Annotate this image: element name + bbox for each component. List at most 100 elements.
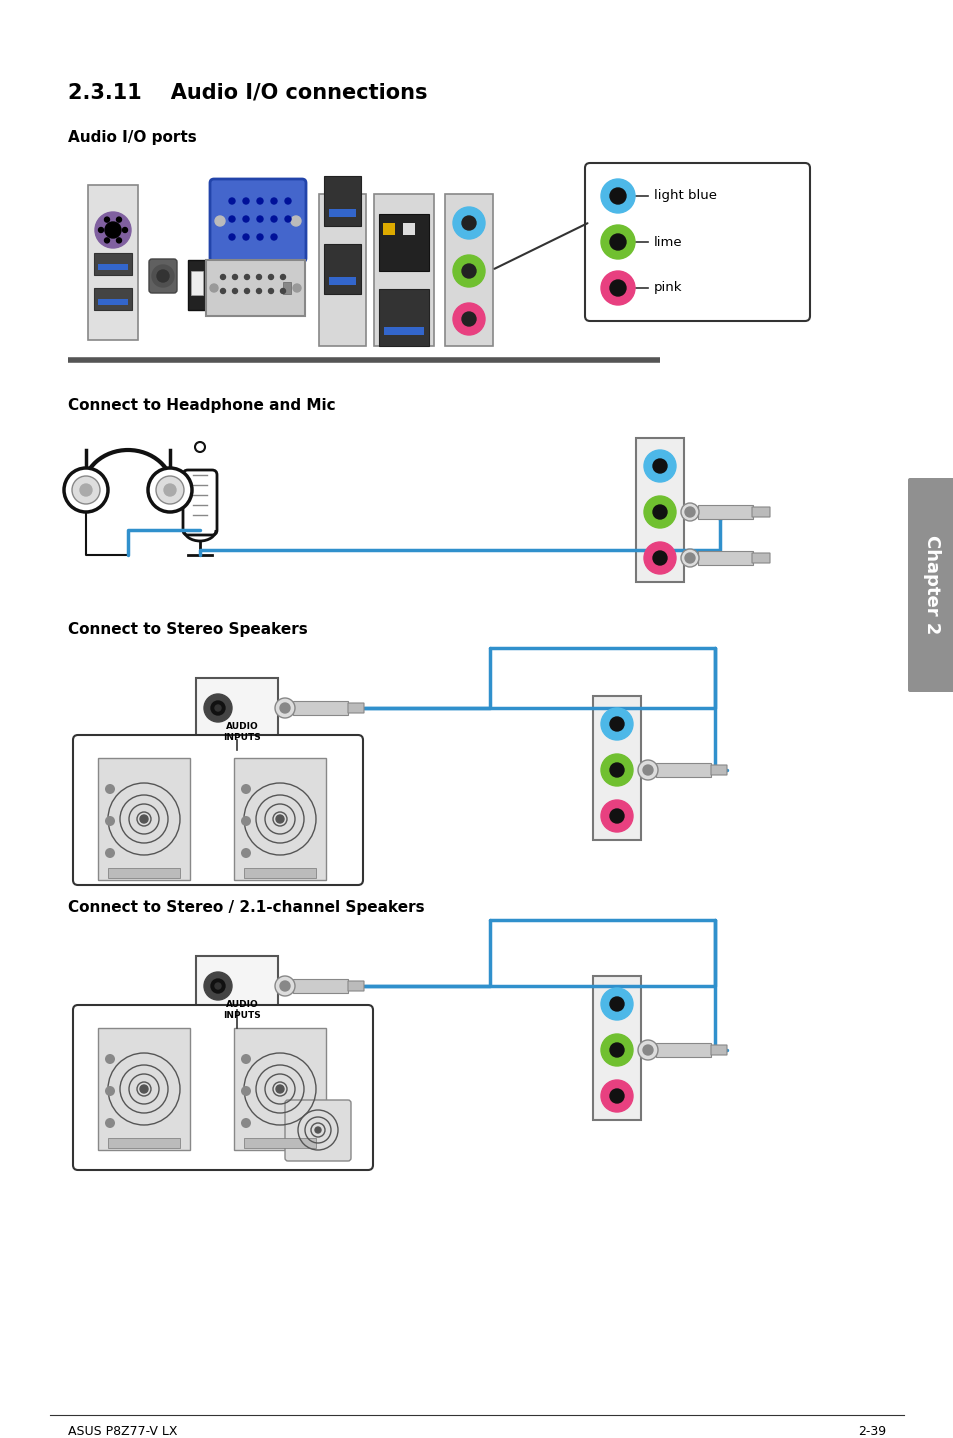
FancyBboxPatch shape: [348, 703, 364, 713]
FancyBboxPatch shape: [188, 260, 206, 311]
Circle shape: [105, 1117, 115, 1127]
FancyBboxPatch shape: [73, 735, 363, 884]
Circle shape: [229, 216, 234, 221]
FancyBboxPatch shape: [656, 1043, 710, 1057]
Circle shape: [229, 198, 234, 204]
Circle shape: [256, 234, 263, 240]
FancyBboxPatch shape: [191, 270, 203, 295]
FancyBboxPatch shape: [324, 244, 360, 293]
Circle shape: [243, 216, 249, 221]
Circle shape: [461, 312, 476, 326]
Text: Connect to Stereo Speakers: Connect to Stereo Speakers: [68, 623, 308, 637]
Text: AUDIO
INPUTS: AUDIO INPUTS: [223, 1001, 260, 1020]
FancyBboxPatch shape: [293, 700, 348, 715]
FancyBboxPatch shape: [94, 253, 132, 275]
Circle shape: [98, 227, 103, 233]
Text: Chapter 2: Chapter 2: [923, 535, 940, 634]
Circle shape: [105, 1054, 115, 1064]
Circle shape: [652, 505, 666, 519]
Circle shape: [157, 270, 169, 282]
Circle shape: [211, 979, 225, 994]
Circle shape: [600, 1034, 633, 1066]
Circle shape: [600, 178, 635, 213]
FancyBboxPatch shape: [244, 1137, 315, 1148]
Circle shape: [643, 450, 676, 482]
FancyBboxPatch shape: [636, 439, 683, 582]
Circle shape: [233, 289, 237, 293]
Circle shape: [453, 207, 484, 239]
Circle shape: [461, 216, 476, 230]
FancyBboxPatch shape: [94, 288, 132, 311]
Circle shape: [609, 718, 623, 731]
Circle shape: [609, 1043, 623, 1057]
Circle shape: [609, 764, 623, 777]
Circle shape: [71, 476, 100, 503]
Circle shape: [116, 237, 121, 243]
FancyBboxPatch shape: [384, 326, 423, 335]
Circle shape: [220, 275, 225, 279]
Circle shape: [642, 765, 652, 775]
FancyBboxPatch shape: [593, 976, 640, 1120]
Circle shape: [600, 270, 635, 305]
FancyBboxPatch shape: [329, 209, 355, 217]
FancyBboxPatch shape: [324, 175, 360, 226]
FancyBboxPatch shape: [88, 186, 138, 339]
Text: light blue: light blue: [654, 190, 717, 203]
FancyBboxPatch shape: [751, 508, 769, 518]
Circle shape: [194, 441, 205, 452]
Circle shape: [271, 216, 276, 221]
Circle shape: [244, 289, 250, 293]
Circle shape: [638, 761, 658, 779]
Circle shape: [684, 554, 695, 564]
Circle shape: [609, 810, 623, 823]
Text: 2-39: 2-39: [857, 1425, 885, 1438]
Circle shape: [241, 1117, 251, 1127]
FancyBboxPatch shape: [195, 677, 277, 752]
FancyBboxPatch shape: [378, 289, 429, 347]
Circle shape: [256, 275, 261, 279]
Circle shape: [275, 815, 284, 823]
Circle shape: [461, 265, 476, 278]
FancyBboxPatch shape: [233, 758, 326, 880]
Circle shape: [453, 303, 484, 335]
Circle shape: [105, 221, 121, 239]
Circle shape: [241, 784, 251, 794]
Circle shape: [64, 467, 108, 512]
FancyBboxPatch shape: [348, 981, 364, 991]
Circle shape: [220, 289, 225, 293]
Circle shape: [256, 216, 263, 221]
FancyBboxPatch shape: [374, 194, 434, 347]
FancyBboxPatch shape: [329, 278, 355, 285]
Circle shape: [214, 705, 221, 710]
Circle shape: [105, 848, 115, 858]
FancyBboxPatch shape: [656, 764, 710, 777]
Text: AUDIO
INPUTS: AUDIO INPUTS: [223, 722, 260, 742]
Text: 2.3.11    Audio I/O connections: 2.3.11 Audio I/O connections: [68, 82, 427, 102]
FancyBboxPatch shape: [98, 1028, 190, 1150]
Circle shape: [241, 815, 251, 825]
Circle shape: [453, 255, 484, 288]
FancyBboxPatch shape: [584, 162, 809, 321]
Circle shape: [280, 275, 285, 279]
Circle shape: [140, 1086, 148, 1093]
Circle shape: [116, 217, 121, 221]
Circle shape: [293, 283, 301, 292]
Circle shape: [204, 972, 232, 999]
FancyBboxPatch shape: [285, 1100, 351, 1160]
FancyBboxPatch shape: [98, 758, 190, 880]
Circle shape: [105, 217, 110, 221]
Circle shape: [274, 976, 294, 997]
Circle shape: [80, 485, 91, 496]
FancyBboxPatch shape: [183, 470, 216, 535]
Circle shape: [680, 549, 699, 567]
Circle shape: [271, 234, 276, 240]
Circle shape: [600, 224, 635, 259]
Circle shape: [274, 697, 294, 718]
Circle shape: [244, 275, 250, 279]
Circle shape: [643, 496, 676, 528]
Circle shape: [204, 695, 232, 722]
FancyBboxPatch shape: [149, 259, 177, 293]
Circle shape: [609, 1089, 623, 1103]
Circle shape: [241, 1054, 251, 1064]
Circle shape: [95, 211, 131, 247]
